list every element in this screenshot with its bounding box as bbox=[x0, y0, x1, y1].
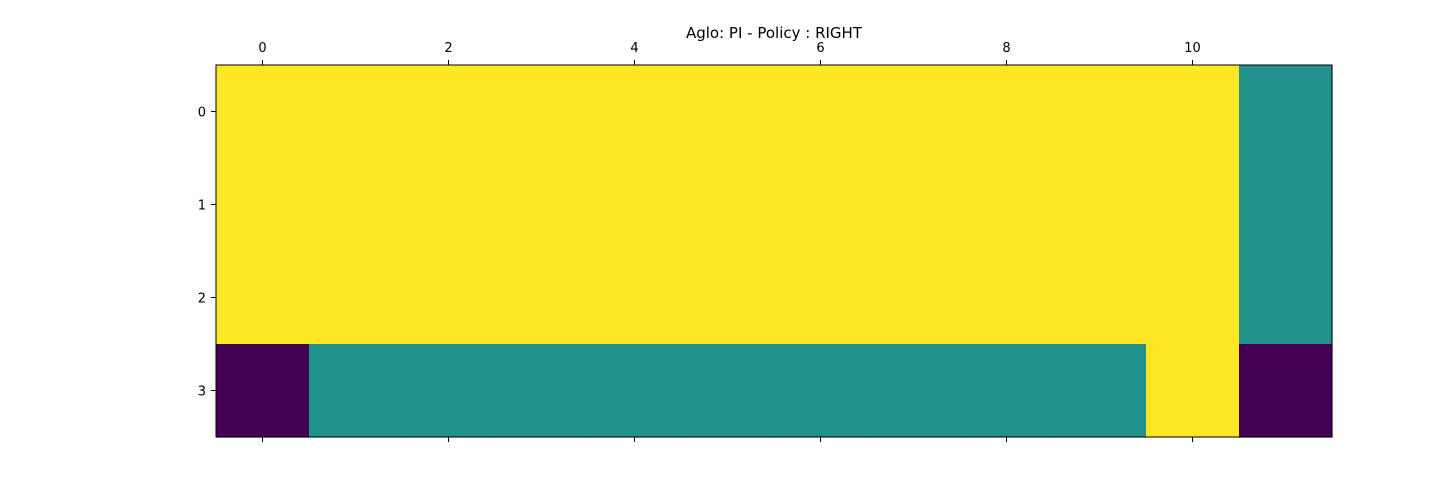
heatmap-cell-r0-c8 bbox=[960, 65, 1054, 159]
heatmap-cell-r2-c8 bbox=[960, 251, 1054, 345]
heatmap-cell-r0-c4 bbox=[588, 65, 682, 159]
heatmap-cell-r3-c0 bbox=[216, 344, 310, 438]
heatmap-cell-r1-c5 bbox=[681, 158, 775, 252]
heatmap-cell-r1-c1 bbox=[309, 158, 403, 252]
heatmap-cell-r0-c6 bbox=[774, 65, 868, 159]
heatmap-cell-r1-c7 bbox=[867, 158, 961, 252]
heatmap-cell-r0-c0 bbox=[216, 65, 310, 159]
heatmap-cell-r1-c9 bbox=[1053, 158, 1147, 252]
heatmap-cell-r3-c11 bbox=[1239, 344, 1333, 438]
x-tick-label: 2 bbox=[444, 41, 452, 56]
heatmap-cell-r0-c9 bbox=[1053, 65, 1147, 159]
heatmap-cell-r1-c11 bbox=[1239, 158, 1333, 252]
x-tick-label: 10 bbox=[1184, 41, 1201, 56]
heatmap-cell-r0-c3 bbox=[495, 65, 589, 159]
x-tick-label: 4 bbox=[630, 41, 638, 56]
y-tick-label: 2 bbox=[198, 292, 206, 307]
heatmap-cell-r2-c6 bbox=[774, 251, 868, 345]
heatmap-cell-r3-c2 bbox=[402, 344, 496, 438]
heatmap-cell-r1-c0 bbox=[216, 158, 310, 252]
heatmap-cell-r0-c10 bbox=[1146, 65, 1240, 159]
heatmap-cell-r0-c5 bbox=[681, 65, 775, 159]
heatmap-cell-r3-c7 bbox=[867, 344, 961, 438]
heatmap-cell-r1-c4 bbox=[588, 158, 682, 252]
y-tick-label: 3 bbox=[198, 385, 206, 400]
heatmap-cell-r3-c3 bbox=[495, 344, 589, 438]
y-tick-label: 1 bbox=[198, 199, 206, 214]
heatmap-cell-r2-c11 bbox=[1239, 251, 1333, 345]
heatmap-cell-r1-c2 bbox=[402, 158, 496, 252]
heatmap-cell-r1-c10 bbox=[1146, 158, 1240, 252]
heatmap-cell-r3-c4 bbox=[588, 344, 682, 438]
heatmap-cell-r1-c3 bbox=[495, 158, 589, 252]
x-axis-ticks: 0 2 4 6 8 10 bbox=[258, 41, 1201, 442]
heatmap-cell-r3-c8 bbox=[960, 344, 1054, 438]
heatmap-cell-r2-c10 bbox=[1146, 251, 1240, 345]
heatmap-cell-r2-c9 bbox=[1053, 251, 1147, 345]
y-axis-ticks: 0 1 2 3 bbox=[198, 106, 216, 400]
heatmap-cell-r2-c4 bbox=[588, 251, 682, 345]
heatmap-cell-r2-c3 bbox=[495, 251, 589, 345]
heatmap-cell-r0-c2 bbox=[402, 65, 496, 159]
heatmap-cell-r0-c1 bbox=[309, 65, 403, 159]
heatmap-cell-r2-c1 bbox=[309, 251, 403, 345]
heatmap-cell-r3-c1 bbox=[309, 344, 403, 438]
heatmap-cells bbox=[216, 65, 1333, 438]
y-tick-label: 0 bbox=[198, 106, 206, 121]
x-tick-label: 6 bbox=[816, 41, 824, 56]
heatmap-cell-r3-c5 bbox=[681, 344, 775, 438]
plot-frame bbox=[215, 64, 1333, 438]
heatmap-cell-r3-c9 bbox=[1053, 344, 1147, 438]
heatmap-cell-r2-c7 bbox=[867, 251, 961, 345]
heatmap-cell-r3-c10 bbox=[1146, 344, 1240, 438]
chart-title: Aglo: PI - Policy : RIGHT bbox=[686, 24, 863, 42]
heatmap-cell-r2-c0 bbox=[216, 251, 310, 345]
x-tick-label: 8 bbox=[1002, 41, 1010, 56]
x-tick-label: 0 bbox=[258, 41, 266, 56]
heatmap-cell-r2-c5 bbox=[681, 251, 775, 345]
heatmap-cell-r1-c6 bbox=[774, 158, 868, 252]
heatmap-cell-r1-c8 bbox=[960, 158, 1054, 252]
heatmap-cell-r3-c6 bbox=[774, 344, 868, 438]
heatmap-cell-r0-c7 bbox=[867, 65, 961, 159]
heatmap-cell-r0-c11 bbox=[1239, 65, 1333, 159]
heatmap-cell-r2-c2 bbox=[402, 251, 496, 345]
